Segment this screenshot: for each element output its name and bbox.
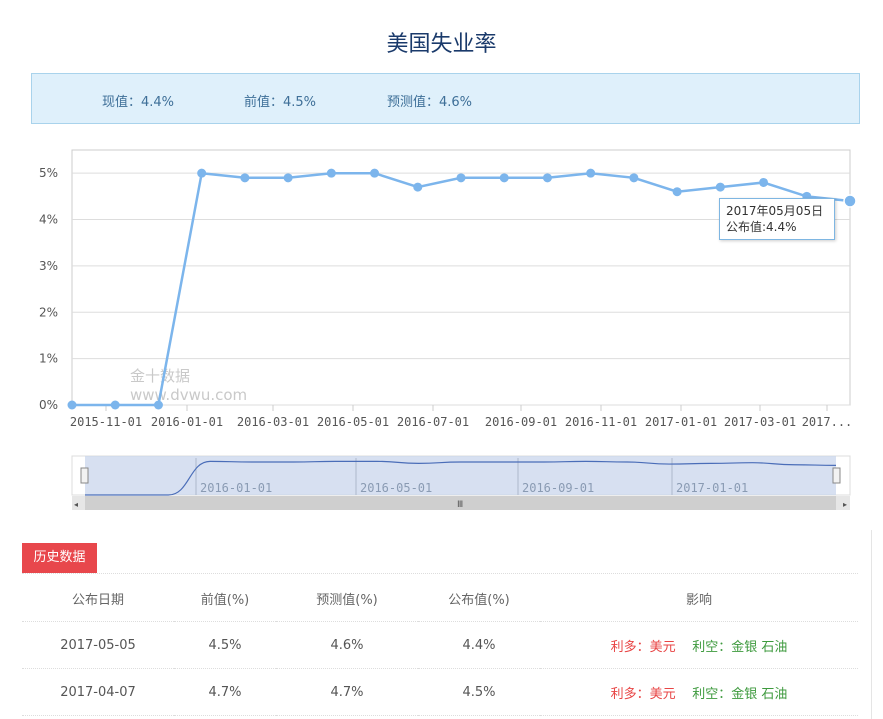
scrollbar-grip-icon: Ⅲ <box>457 500 463 510</box>
header-impact: 影响 <box>540 575 858 622</box>
x-tick-label: 2016-01-01 <box>151 415 223 429</box>
navigator-right-handle[interactable] <box>832 467 841 484</box>
navigator-tick-label: 2016-09-01 <box>522 481 594 495</box>
current-value: 现值：4.4% <box>102 95 175 110</box>
y-tick-label: 0% <box>39 398 58 412</box>
scrollbar-thumb[interactable] <box>85 496 836 510</box>
data-point[interactable] <box>542 173 552 183</box>
data-point[interactable] <box>586 168 596 178</box>
scroll-left-arrow-icon[interactable]: ◂ <box>74 500 78 509</box>
x-tick-label: 2016-11-01 <box>565 415 637 429</box>
header-actual: 公布值(%) <box>418 575 540 622</box>
data-point[interactable] <box>67 400 77 410</box>
row-actual: 4.5% <box>418 668 540 716</box>
row-forecast: 4.7% <box>276 668 418 716</box>
impact-bearish: 利空：金银 石油 <box>692 686 788 702</box>
row-impact: 利多：美元 利空：金银 石油 <box>540 621 858 669</box>
row-date: 2017-05-05 <box>22 621 174 669</box>
header-prev: 前值(%) <box>174 575 276 622</box>
data-point[interactable] <box>153 400 163 410</box>
table-row: 2017-05-05 4.5% 4.6% 4.4% 利多：美元 利空：金银 石油 <box>22 621 858 669</box>
data-point[interactable] <box>283 173 293 183</box>
data-point[interactable] <box>197 168 207 178</box>
y-tick-label: 5% <box>39 166 58 180</box>
impact-bearish: 利空：金银 石油 <box>692 639 788 655</box>
navigator-left-handle[interactable] <box>80 467 89 484</box>
y-tick-label: 3% <box>39 259 58 273</box>
summary-bar: 现值：4.4% 前值：4.5% 预测值：4.6% <box>31 73 860 124</box>
navigator-tick-label: 2016-01-01 <box>200 481 272 495</box>
data-point[interactable] <box>629 173 639 183</box>
header-forecast: 预测值(%) <box>276 575 418 622</box>
x-tick-label: 2016-09-01 <box>485 415 557 429</box>
watermark-line1: 金十数据 <box>130 367 190 385</box>
x-tick-label: 2015-11-01 <box>70 415 142 429</box>
history-table: 公布日期 前值(%) 预测值(%) 公布值(%) 影响 2017-05-05 4… <box>22 575 858 716</box>
data-point[interactable] <box>759 177 769 187</box>
impact-bullish: 利多：美元 <box>610 686 676 702</box>
navigator-line <box>85 460 837 496</box>
table-row: 2017-04-07 4.7% 4.7% 4.5% 利多：美元 利空：金银 石油 <box>22 668 858 716</box>
row-prev: 4.5% <box>174 621 276 669</box>
tooltip-value: 公布值:4.4% <box>726 220 797 234</box>
x-tick-label: 2017... <box>802 415 853 429</box>
forecast-value: 预测值：4.6% <box>387 95 473 110</box>
x-tick-label: 2016-03-01 <box>237 415 309 429</box>
data-point[interactable] <box>413 182 423 192</box>
x-tick-label: 2017-03-01 <box>724 415 796 429</box>
data-point[interactable] <box>843 194 857 208</box>
previous-value: 前值：4.5% <box>244 95 317 110</box>
y-tick-label: 2% <box>39 305 58 319</box>
x-tick-label: 2016-07-01 <box>397 415 469 429</box>
impact-bullish: 利多：美元 <box>610 639 676 655</box>
header-date: 公布日期 <box>22 575 174 622</box>
data-point[interactable] <box>110 400 120 410</box>
data-point[interactable] <box>715 182 725 192</box>
data-point[interactable] <box>326 168 336 178</box>
table-header-row: 公布日期 前值(%) 预测值(%) 公布值(%) 影响 <box>22 575 858 622</box>
data-point[interactable] <box>672 187 682 197</box>
row-forecast: 4.6% <box>276 621 418 669</box>
data-point[interactable] <box>499 173 509 183</box>
line-chart[interactable]: 0% 1% 2% 3% 4% 5% 2015-11-01 2016-01-01 2016-03… <box>0 0 883 520</box>
watermark-line2: www.dvwu.com <box>130 386 247 404</box>
scroll-right-arrow-icon[interactable]: ▸ <box>843 500 847 509</box>
page-title: 美国失业率 <box>386 32 497 57</box>
x-tick-label: 2016-05-01 <box>317 415 389 429</box>
row-date: 2017-04-07 <box>22 668 174 716</box>
tooltip-date: 2017年05月05日 <box>726 204 824 218</box>
navigator-tick-label: 2016-05-01 <box>360 481 432 495</box>
data-point[interactable] <box>456 173 466 183</box>
history-divider <box>22 573 858 574</box>
right-divider <box>871 530 872 719</box>
row-prev: 4.7% <box>174 668 276 716</box>
data-point[interactable] <box>240 173 250 183</box>
row-impact: 利多：美元 利空：金银 石油 <box>540 668 858 716</box>
y-tick-label: 1% <box>39 352 58 366</box>
data-point[interactable] <box>370 168 380 178</box>
history-tab[interactable]: 历史数据 <box>22 543 97 573</box>
x-tick-label: 2017-01-01 <box>645 415 717 429</box>
y-tick-label: 4% <box>39 213 58 227</box>
tooltip: 2017年05月05日 公布值:4.4% <box>719 198 835 240</box>
navigator-tick-label: 2017-01-01 <box>676 481 748 495</box>
row-actual: 4.4% <box>418 621 540 669</box>
